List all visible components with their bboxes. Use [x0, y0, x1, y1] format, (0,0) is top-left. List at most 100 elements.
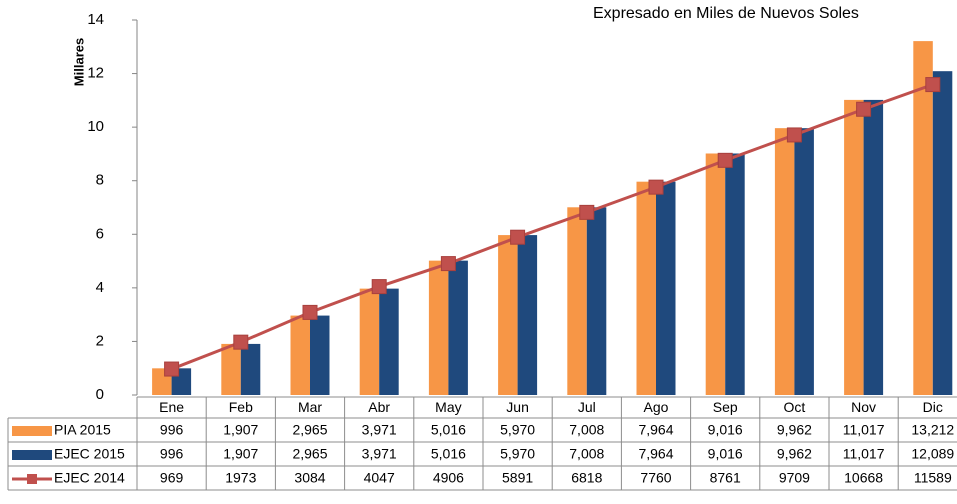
table-cell: 8761: [710, 470, 741, 486]
y-axis-label: Millares: [71, 38, 86, 86]
bar: [932, 71, 953, 395]
line-marker: [510, 229, 526, 245]
table-cell: 996: [160, 446, 184, 462]
line-marker: [164, 361, 180, 377]
line-marker: [302, 304, 318, 320]
x-tick-label: Jul: [578, 399, 596, 415]
y-tick-label: 0: [96, 386, 104, 403]
bar: [240, 343, 261, 395]
bar: [290, 315, 310, 395]
table-cell: 4047: [364, 470, 395, 486]
table-cell: 9,016: [708, 422, 743, 438]
x-tick-label: Sep: [713, 399, 738, 415]
table-cell: 996: [160, 422, 184, 438]
table-cell: 9,962: [777, 446, 812, 462]
bar: [725, 153, 745, 395]
bar: [774, 128, 795, 396]
bar: [705, 153, 726, 395]
table-cell: 1,907: [223, 446, 258, 462]
y-tick-label: 14: [87, 11, 104, 28]
bar: [567, 207, 587, 395]
legend-swatch: [12, 450, 52, 460]
table-cell: 3,971: [362, 446, 397, 462]
legend-swatch: [12, 426, 52, 436]
line-marker: [856, 101, 872, 117]
table-cell: 11,017: [843, 446, 885, 462]
table-cell: 1973: [225, 470, 256, 486]
x-tick-label: Abr: [368, 399, 390, 415]
y-tick-label: 8: [96, 172, 104, 189]
table-cell: 7760: [640, 470, 671, 486]
bar: [656, 181, 676, 395]
line-marker: [440, 256, 456, 272]
bar: [428, 260, 449, 395]
bar: [359, 288, 380, 395]
line-marker: [786, 127, 802, 143]
x-tick-label: Jun: [506, 399, 529, 415]
y-tick-label: 4: [96, 279, 104, 296]
y-tick-label: 2: [96, 332, 104, 349]
x-tick-label: Ago: [644, 399, 669, 415]
line-marker: [371, 279, 387, 295]
bar: [379, 288, 399, 395]
table-cell: 7,964: [638, 422, 673, 438]
bar: [517, 235, 538, 395]
bar: [310, 315, 330, 395]
bar: [498, 235, 518, 395]
x-tick-label: Dic: [923, 399, 943, 415]
x-tick-label: Nov: [851, 399, 876, 415]
bar: [448, 260, 468, 395]
table-cell: 969: [160, 470, 184, 486]
table-cell: 7,008: [569, 446, 604, 462]
x-tick-label: May: [435, 399, 461, 415]
table-cell: 9,962: [777, 422, 812, 438]
x-tick-label: Ene: [159, 399, 184, 415]
table-cell: 5,016: [431, 446, 466, 462]
legend-label: EJEC 2015: [54, 446, 125, 462]
table-cell: 1,907: [223, 422, 258, 438]
y-tick-label: 12: [87, 65, 104, 82]
bar: [844, 99, 864, 395]
line-marker: [925, 77, 941, 93]
y-tick-label: 6: [96, 225, 104, 242]
bar: [794, 128, 814, 396]
table-cell: 3,971: [362, 422, 397, 438]
table-cell: 5891: [502, 470, 533, 486]
table-cell: 6818: [571, 470, 602, 486]
table-cell: 5,016: [431, 422, 466, 438]
table-cell: 4906: [433, 470, 464, 486]
bar: [863, 99, 884, 395]
table-cell: 9709: [779, 470, 810, 486]
table-cell: 10668: [844, 470, 883, 486]
line: [171, 83, 934, 371]
table-cell: 5,970: [500, 422, 535, 438]
line-marker: [233, 334, 249, 350]
table-cell: 9,016: [708, 446, 743, 462]
legend-swatch: [27, 474, 37, 484]
table-cell: 3084: [294, 470, 325, 486]
table-cell: 7,008: [569, 422, 604, 438]
table-cell: 2,965: [292, 422, 327, 438]
table-cell: 2,965: [292, 446, 327, 462]
line-marker: [648, 179, 664, 195]
x-tick-label: Mar: [298, 399, 322, 415]
legend-label: PIA 2015: [54, 422, 111, 438]
y-tick-label: 10: [87, 118, 104, 135]
bar: [586, 207, 607, 395]
x-tick-label: Feb: [229, 399, 253, 415]
table-cell: 7,964: [638, 446, 673, 462]
bar: [221, 343, 241, 395]
table-cell: 13,212: [911, 422, 954, 438]
line-marker: [717, 152, 733, 168]
bar: [636, 181, 656, 395]
chart-title: Expresado en Miles de Nuevos Soles: [593, 5, 859, 22]
table-cell: 12,089: [911, 446, 954, 462]
x-tick-label: Oct: [784, 399, 806, 415]
legend-label: EJEC 2014: [54, 470, 125, 486]
line-marker: [579, 204, 595, 220]
table-cell: 11,017: [843, 422, 885, 438]
table-cell: 5,970: [500, 446, 535, 462]
table-cell: 11589: [914, 470, 952, 486]
